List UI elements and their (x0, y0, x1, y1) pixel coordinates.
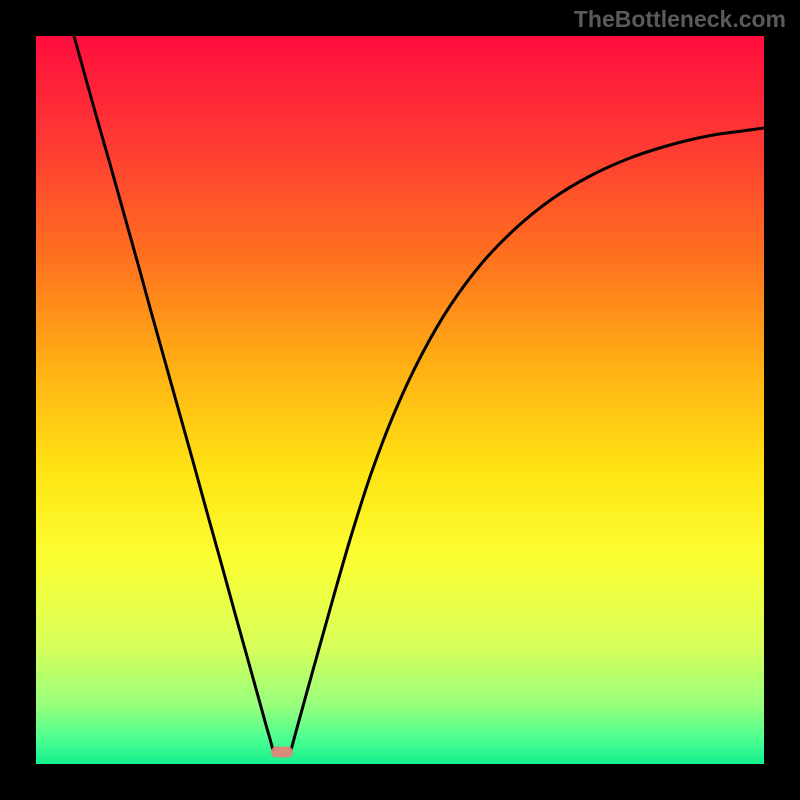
chart-plot (36, 36, 764, 764)
minimum-marker (271, 747, 293, 758)
chart-frame: TheBottleneck.com (0, 0, 800, 800)
watermark-label: TheBottleneck.com (574, 6, 786, 33)
